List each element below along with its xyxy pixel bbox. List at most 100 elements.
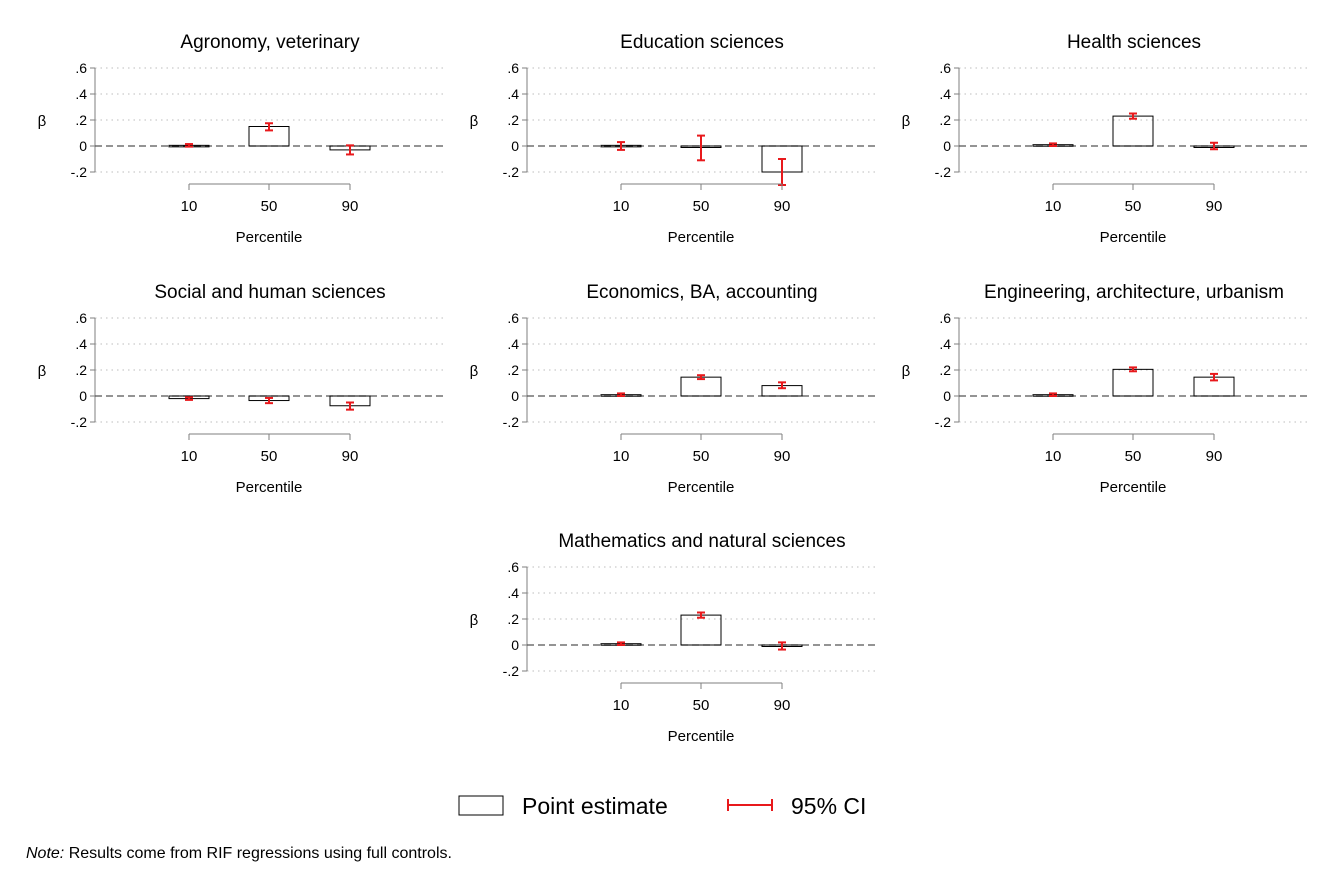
- ci-90: [346, 401, 354, 411]
- x-tick-label: 90: [342, 198, 359, 215]
- panel-title: Education sciences: [620, 32, 784, 53]
- y-tick-label: .4: [75, 336, 87, 352]
- y-tick-label: .2: [939, 362, 951, 378]
- y-axis-label: β: [902, 363, 911, 380]
- chart-panel-3: Health sciences -.2 0 .2 .4 .6 β 10 50 90 Percenti…: [902, 32, 1309, 246]
- ci-90: [778, 381, 786, 390]
- panel-title: Engineering, architecture, urbanism: [984, 282, 1284, 303]
- y-tick-label: -.2: [503, 164, 520, 180]
- ci-10: [617, 141, 625, 151]
- panel-title: Mathematics and natural sciences: [558, 531, 845, 552]
- legend-ci-label: 95% CI: [791, 793, 866, 819]
- ci-10: [617, 392, 625, 397]
- x-tick-label: 50: [261, 198, 278, 215]
- ci-50: [697, 611, 705, 619]
- x-tick-label: 90: [774, 448, 791, 465]
- y-tick-label: .4: [507, 336, 519, 352]
- y-tick-label: .2: [75, 112, 87, 128]
- x-axis-label: Percentile: [236, 479, 303, 496]
- y-tick-label: .2: [75, 362, 87, 378]
- chart-panel-2: Education sciences -.2 0 .2 .4 .6 β 10 50 90 Perce…: [470, 32, 877, 246]
- y-tick-label: .6: [507, 310, 519, 326]
- y-tick-label: .4: [507, 86, 519, 102]
- ci-90: [1210, 372, 1218, 382]
- y-tick-label: .2: [939, 112, 951, 128]
- x-axis-label: Percentile: [668, 229, 735, 246]
- y-axis-label: β: [470, 113, 479, 130]
- figure-note: Note: Results come from RIF regressions …: [26, 845, 452, 863]
- legend-point-estimate-label: Point estimate: [522, 793, 668, 819]
- x-tick-label: 50: [693, 448, 710, 465]
- x-axis-label: Percentile: [668, 479, 735, 496]
- panel-title: Health sciences: [1067, 32, 1201, 53]
- y-axis-label: β: [38, 363, 47, 380]
- bar-50: [1112, 115, 1154, 147]
- chart-panel-5: Economics, BA, accounting -.2 0 .2 .4 .6 β 10 50…: [470, 282, 877, 496]
- panel-title: Social and human sciences: [154, 282, 385, 303]
- y-tick-label: 0: [943, 388, 951, 404]
- x-tick-label: 10: [613, 448, 630, 465]
- y-tick-label: .4: [939, 86, 951, 102]
- y-tick-label: .2: [507, 611, 519, 627]
- chart-panel-7: Mathematics and natural sciences -.2 0 .2 .4…: [470, 531, 877, 745]
- y-tick-label: -.2: [71, 164, 88, 180]
- x-tick-label: 10: [1045, 198, 1062, 215]
- y-axis-label: β: [470, 612, 479, 629]
- y-tick-label: .4: [75, 86, 87, 102]
- y-tick-label: 0: [79, 388, 87, 404]
- chart-panel-1: Agronomy, veterinary -.2 0 .2 .4 .6 β 10 50 90 Per…: [38, 32, 445, 246]
- ci-10: [185, 143, 193, 148]
- y-tick-label: .6: [75, 310, 87, 326]
- x-tick-label: 50: [261, 448, 278, 465]
- bar-50: [1112, 368, 1154, 397]
- x-tick-label: 90: [774, 697, 791, 714]
- legend-point-estimate-swatch: [458, 795, 504, 816]
- y-tick-label: .2: [507, 362, 519, 378]
- y-tick-label: -.2: [503, 414, 520, 430]
- x-tick-label: 10: [181, 198, 198, 215]
- y-tick-label: 0: [943, 138, 951, 154]
- y-tick-label: .4: [939, 336, 951, 352]
- x-tick-label: 50: [693, 198, 710, 215]
- note-label: Note:: [26, 845, 65, 862]
- ci-50: [265, 396, 273, 405]
- x-tick-label: 50: [693, 697, 710, 714]
- x-tick-label: 90: [1206, 198, 1223, 215]
- x-axis-label: Percentile: [236, 229, 303, 246]
- ci-90: [1210, 141, 1218, 151]
- ci-50: [265, 122, 273, 132]
- y-tick-label: .6: [507, 559, 519, 575]
- x-tick-label: 10: [181, 448, 198, 465]
- ci-50: [697, 134, 705, 162]
- y-tick-label: .6: [939, 310, 951, 326]
- y-tick-label: .2: [507, 112, 519, 128]
- y-tick-label: .4: [507, 585, 519, 601]
- ci-90: [778, 641, 786, 651]
- y-tick-label: 0: [511, 138, 519, 154]
- y-tick-label: -.2: [71, 414, 88, 430]
- x-tick-label: 50: [1125, 198, 1142, 215]
- y-tick-label: -.2: [503, 663, 520, 679]
- ci-50: [1129, 112, 1137, 120]
- y-axis-label: β: [470, 363, 479, 380]
- x-tick-label: 90: [1206, 448, 1223, 465]
- panel-title: Economics, BA, accounting: [586, 282, 817, 303]
- ci-10: [1049, 142, 1057, 147]
- x-tick-label: 50: [1125, 448, 1142, 465]
- ci-50: [1129, 366, 1137, 373]
- y-tick-label: -.2: [935, 414, 952, 430]
- y-tick-label: .6: [507, 60, 519, 76]
- y-tick-label: .6: [939, 60, 951, 76]
- ci-10: [617, 641, 625, 646]
- x-axis-label: Percentile: [668, 728, 735, 745]
- chart-panel-6: Engineering, architecture, urbanism -.2 0.…: [902, 282, 1309, 496]
- x-tick-label: 90: [774, 198, 791, 215]
- y-tick-label: 0: [79, 138, 87, 154]
- legend: Point estimate 95% CI: [458, 793, 866, 819]
- ci-10: [1049, 392, 1057, 397]
- ci-90: [346, 144, 354, 156]
- x-axis-label: Percentile: [1100, 479, 1167, 496]
- x-tick-label: 10: [613, 198, 630, 215]
- y-axis-label: β: [38, 113, 47, 130]
